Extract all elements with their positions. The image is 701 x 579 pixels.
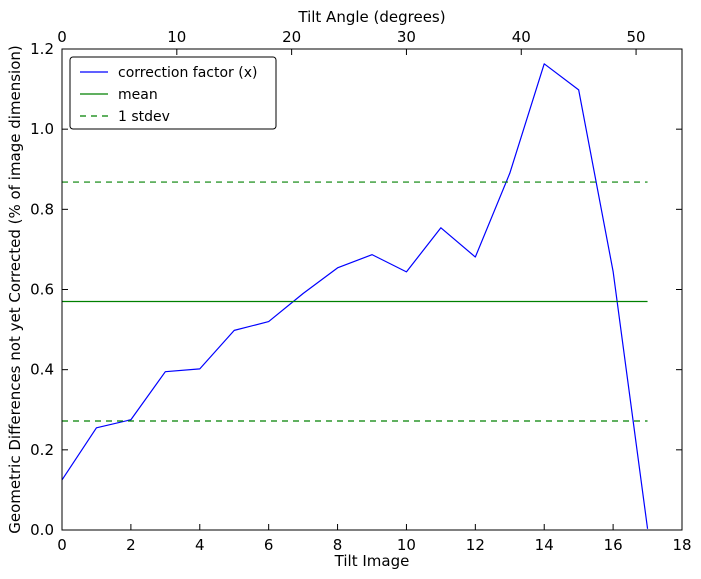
y-tick-label: 0.4 — [30, 361, 54, 379]
x-tick-label: 0 — [57, 536, 67, 554]
top-x-tick-label: 10 — [167, 28, 186, 46]
x-axis-title: Tilt Image — [334, 552, 410, 570]
legend-label-correction-factor-x: correction factor (x) — [118, 65, 257, 81]
top-x-tick-label: 20 — [282, 28, 301, 46]
legend-label-mean: mean — [118, 87, 158, 103]
series-line-correction-factor-x-0 — [61, 63, 649, 529]
x-tick-label: 14 — [535, 536, 554, 554]
y-tick-label: 1.0 — [30, 120, 54, 138]
y-tick-label: 0.2 — [30, 441, 54, 459]
top-x-tick-label: 0 — [57, 28, 67, 46]
legend-label-1-stdev: 1 stdev — [118, 109, 170, 125]
top-x-tick-label: 40 — [512, 28, 531, 46]
legend: correction factor (x) mean 1 stdev — [69, 56, 277, 130]
top-x-tick-label: 30 — [397, 28, 416, 46]
x-tick-label: 10 — [397, 536, 416, 554]
legend-box — [69, 56, 277, 130]
series-layer — [61, 63, 649, 529]
y-tick-label: 0.6 — [30, 281, 54, 299]
x-tick-label: 4 — [195, 536, 205, 554]
x-tick-label: 16 — [604, 536, 623, 554]
x-tick-label: 12 — [466, 536, 485, 554]
ticks-layer: 0 2 4 6 8 10 12 14 16 180.00.20.40.60.81.01.20 10 2… — [30, 28, 691, 554]
top-x-axis-title: Tilt Angle (degrees) — [297, 8, 445, 26]
x-tick-label: 2 — [126, 536, 136, 554]
y-tick-label: 0.0 — [30, 521, 54, 539]
y-axis-title: Geometric Differences not yet Corrected … — [6, 45, 24, 534]
y-tick-label: 1.2 — [30, 40, 54, 58]
x-tick-label: 8 — [333, 536, 343, 554]
x-tick-label: 6 — [264, 536, 274, 554]
top-x-tick-label: 50 — [627, 28, 646, 46]
x-tick-label: 18 — [672, 536, 691, 554]
y-tick-label: 0.8 — [30, 200, 54, 218]
